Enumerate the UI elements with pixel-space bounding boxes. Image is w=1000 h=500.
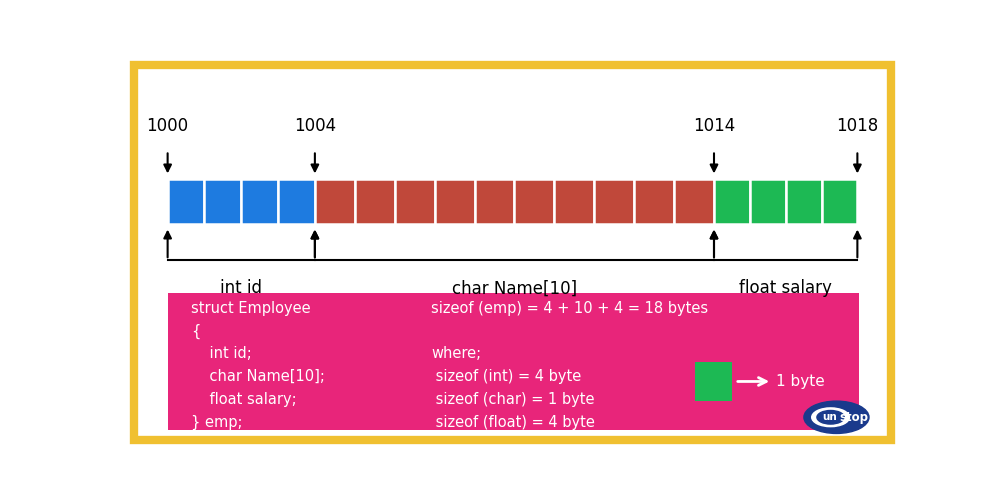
Text: sizeof (emp) = 4 + 10 + 4 = 18 bytes

where;
 sizeof (int) = 4 byte
 sizeof (cha: sizeof (emp) = 4 + 10 + 4 = 18 bytes whe… [431,300,708,430]
Bar [554,180,594,224]
Bar [514,180,554,224]
Bar [714,180,750,224]
Bar [594,180,634,224]
Bar [786,180,822,224]
Text: float salary: float salary [739,280,832,297]
Text: 1004: 1004 [294,117,336,135]
Bar [355,180,395,224]
Text: struct Employee
{
    int id;
    char Name[10];
    float salary;
} emp;: struct Employee { int id; char Name[10];… [191,300,325,430]
Circle shape [804,401,869,434]
Text: 1 byte: 1 byte [776,374,825,389]
Bar [475,180,514,224]
Bar [822,180,857,224]
Bar [204,180,241,224]
Text: un: un [822,412,837,422]
Text: int id: int id [220,280,262,297]
Bar [315,180,355,224]
Circle shape [812,408,849,426]
Bar [241,180,278,224]
Bar [278,180,315,224]
Bar [168,293,859,430]
Bar [674,180,714,224]
Text: 1014: 1014 [693,117,735,135]
Bar [634,180,674,224]
Bar [695,362,732,401]
Text: stop: stop [840,411,869,424]
Bar [395,180,435,224]
Text: char Name[10]: char Name[10] [452,280,577,297]
Bar [168,180,204,224]
Bar [750,180,786,224]
Text: 1000: 1000 [147,117,189,135]
Circle shape [817,410,844,424]
Bar [435,180,475,224]
Text: 1018: 1018 [836,117,879,135]
